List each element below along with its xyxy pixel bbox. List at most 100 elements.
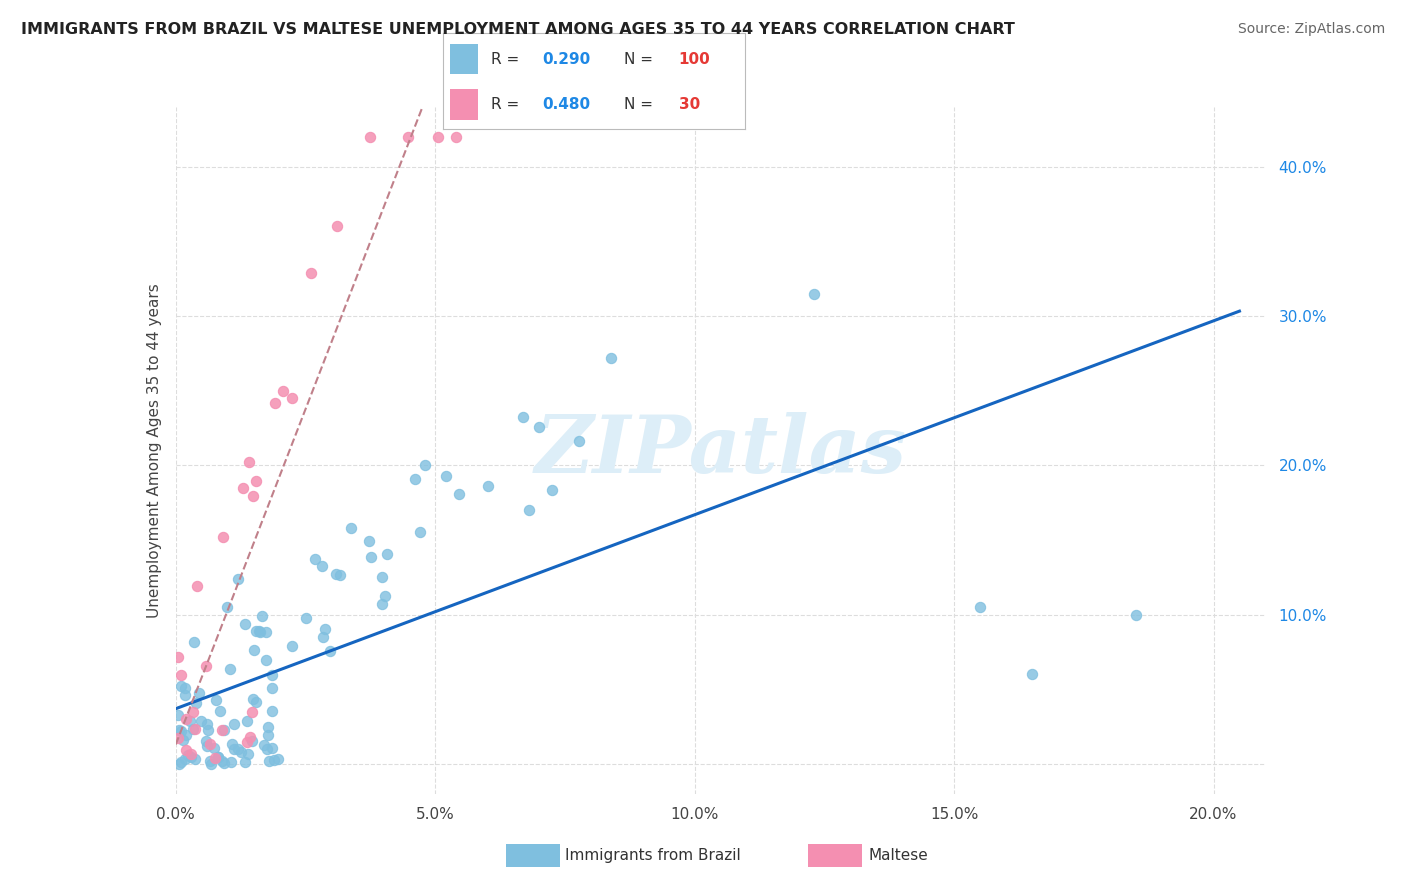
Point <box>969 600 991 615</box>
Text: 0.480: 0.480 <box>543 97 591 112</box>
Point <box>233 617 256 632</box>
Point <box>254 653 277 667</box>
Text: IMMIGRANTS FROM BRAZIL VS MALTESE UNEMPLOYMENT AMONG AGES 35 TO 44 YEARS CORRELA: IMMIGRANTS FROM BRAZIL VS MALTESE UNEMPL… <box>21 22 1015 37</box>
Point <box>312 630 335 644</box>
Point <box>409 524 432 539</box>
Point <box>226 742 249 756</box>
Point <box>1021 667 1043 681</box>
Point <box>340 521 363 535</box>
Text: R =: R = <box>491 97 524 112</box>
Point <box>239 730 262 744</box>
Point <box>211 531 233 545</box>
Point <box>188 685 211 699</box>
Point <box>245 624 267 638</box>
Point <box>260 681 283 695</box>
Point <box>186 578 208 592</box>
Point <box>264 395 287 409</box>
Point <box>245 474 267 488</box>
Point <box>329 568 352 582</box>
Point <box>167 649 190 664</box>
Point <box>240 733 263 747</box>
Point <box>254 624 277 639</box>
Point <box>170 755 193 769</box>
Point <box>179 714 201 728</box>
FancyBboxPatch shape <box>450 89 478 120</box>
Point <box>198 737 221 751</box>
Point <box>541 483 564 497</box>
Point <box>207 750 229 764</box>
Text: 30: 30 <box>679 97 700 112</box>
Point <box>222 717 245 731</box>
Point <box>242 691 264 706</box>
Point <box>359 129 381 144</box>
Text: ZIPatlas: ZIPatlas <box>534 412 907 489</box>
Point <box>186 696 208 710</box>
Point <box>360 549 382 564</box>
Point <box>359 534 381 549</box>
Point <box>236 747 259 761</box>
Point <box>1125 607 1147 622</box>
Point <box>167 708 190 723</box>
Point <box>204 750 226 764</box>
Point <box>205 692 228 706</box>
Point <box>181 722 204 736</box>
Point <box>184 752 207 766</box>
Point <box>183 634 205 648</box>
Point <box>325 566 347 581</box>
Point <box>167 757 190 772</box>
Point <box>267 752 290 766</box>
Point <box>194 658 217 673</box>
Point <box>375 547 398 561</box>
Text: N =: N = <box>624 97 658 112</box>
Point <box>207 749 229 764</box>
Point <box>249 625 271 640</box>
Text: Source: ZipAtlas.com: Source: ZipAtlas.com <box>1237 22 1385 37</box>
Point <box>371 597 394 611</box>
Point <box>319 644 342 658</box>
Text: 100: 100 <box>679 52 710 67</box>
Text: Maltese: Maltese <box>869 848 928 863</box>
Point <box>197 723 219 738</box>
Point <box>212 756 235 770</box>
Point <box>233 755 256 769</box>
Point <box>257 755 280 769</box>
Point <box>211 723 233 738</box>
Text: 0.290: 0.290 <box>543 52 591 67</box>
Point <box>281 639 304 653</box>
Point <box>194 734 217 748</box>
Point <box>427 129 450 144</box>
Point <box>172 733 194 747</box>
Point <box>219 662 242 676</box>
Point <box>444 129 467 144</box>
Point <box>477 479 499 493</box>
Point <box>215 599 238 614</box>
Point <box>211 754 233 768</box>
Point <box>167 731 190 745</box>
Point <box>208 705 231 719</box>
Point <box>229 746 252 760</box>
Point <box>195 739 218 753</box>
Point <box>243 643 266 657</box>
Text: R =: R = <box>491 52 524 67</box>
Point <box>222 742 245 756</box>
Point <box>184 722 207 736</box>
Point <box>253 738 276 752</box>
Point <box>242 489 264 503</box>
Point <box>271 384 294 399</box>
Point <box>396 129 419 144</box>
Point <box>374 589 396 603</box>
Point <box>174 728 197 742</box>
Point <box>177 748 200 763</box>
Point <box>232 481 254 495</box>
Point <box>190 714 212 728</box>
Point <box>219 755 242 769</box>
Point <box>173 681 195 695</box>
Point <box>180 747 202 761</box>
Point <box>263 753 285 767</box>
Point <box>803 286 825 301</box>
Point <box>247 624 270 639</box>
Point <box>212 723 235 737</box>
Point <box>299 266 322 280</box>
Point <box>180 749 202 764</box>
Point <box>404 472 426 486</box>
